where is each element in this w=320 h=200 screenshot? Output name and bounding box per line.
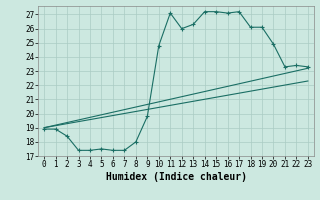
X-axis label: Humidex (Indice chaleur): Humidex (Indice chaleur) — [106, 172, 246, 182]
